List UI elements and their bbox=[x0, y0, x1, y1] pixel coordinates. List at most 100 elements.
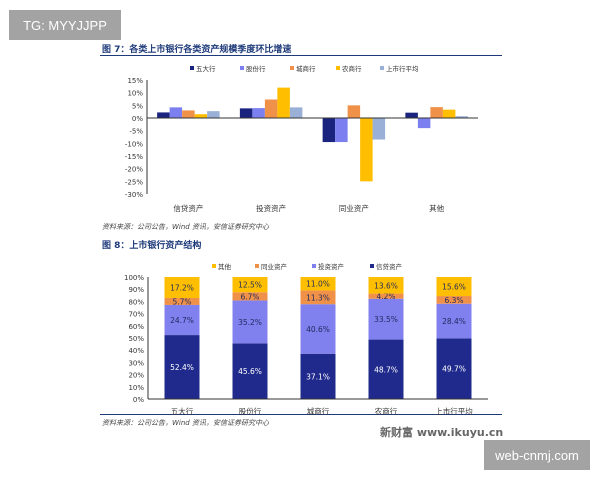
chart1-legend-swatch bbox=[336, 66, 340, 70]
figure8-title: 图 8：上市银行资产结构 bbox=[102, 241, 202, 251]
chart1-bar bbox=[252, 108, 265, 118]
chart2-y-tick-label: 100% bbox=[124, 274, 144, 282]
chart2-x-tick-label: 上市行平均 bbox=[435, 406, 473, 416]
chart1-y-tick-label: 15% bbox=[127, 77, 143, 85]
chart1-legend-label: 上市行平均 bbox=[386, 64, 419, 73]
chart1-legend-swatch bbox=[380, 66, 384, 70]
figure8-bottom-rule bbox=[100, 414, 502, 415]
chart2-data-label: 11.3% bbox=[306, 293, 330, 302]
chart2-bar-segment bbox=[368, 339, 404, 399]
chart2-bar-segment bbox=[232, 343, 268, 399]
chart1-bar bbox=[360, 118, 373, 182]
chart2-bar-segment bbox=[300, 290, 336, 305]
chart1-bar bbox=[182, 110, 195, 118]
chart2-data-label: 48.7% bbox=[374, 365, 398, 374]
chart2-y-tick-label: 20% bbox=[128, 372, 144, 380]
chart1-y-tick-label: -10% bbox=[125, 140, 143, 148]
chart2-data-label: 12.5% bbox=[238, 281, 262, 290]
chart2-bar-segment bbox=[164, 304, 200, 336]
chart2-y-tick-label: 60% bbox=[128, 323, 144, 331]
chart2-data-label: 33.5% bbox=[374, 315, 398, 324]
chart2-x-tick-label: 农商行 bbox=[375, 406, 398, 416]
chart1-y-tick-label: -30% bbox=[125, 191, 143, 199]
chart2-bar-segment bbox=[164, 277, 200, 298]
chart1-y-tick-label: 5% bbox=[132, 102, 143, 110]
chart2-y-tick-label: 90% bbox=[128, 286, 144, 294]
chart2-x-tick-label: 股份行 bbox=[239, 406, 262, 416]
chart2-data-label: 24.7% bbox=[170, 316, 194, 325]
chart2-bar-segment bbox=[300, 353, 336, 399]
chart1-bar bbox=[442, 109, 456, 118]
chart1-x-tick-label: 信贷资产 bbox=[173, 203, 203, 213]
chart2-data-label: 52.4% bbox=[170, 363, 194, 372]
chart1-bar bbox=[289, 107, 303, 118]
chart1-legend-label: 股份行 bbox=[246, 64, 266, 73]
chart1-bar bbox=[264, 99, 278, 118]
chart1-bar bbox=[417, 118, 431, 129]
chart2-y-tick-label: 10% bbox=[128, 384, 144, 392]
chart1-bar bbox=[347, 105, 361, 118]
chart2-y-tick-label: 80% bbox=[128, 298, 144, 306]
chart1-bar bbox=[455, 116, 468, 118]
chart2-data-label: 5.7% bbox=[172, 297, 191, 306]
chart2-data-label: 4.2% bbox=[376, 292, 395, 301]
chart2-bar-segment bbox=[436, 296, 472, 304]
figure8-source: 资料来源：公司公告，Wind 资讯，安信证券研究中心 bbox=[102, 419, 269, 427]
chart2-data-label: 40.6% bbox=[306, 325, 330, 334]
chart2-data-label: 28.4% bbox=[442, 317, 466, 326]
chart2-data-label: 35.2% bbox=[238, 318, 262, 327]
figure7-title-rule bbox=[100, 55, 502, 56]
chart1-bar bbox=[430, 107, 443, 118]
chart2-legend-label: 其他 bbox=[218, 262, 232, 271]
chart2-bar-segment bbox=[368, 298, 404, 340]
chart2-bar-segment bbox=[232, 277, 268, 293]
chart1-bar bbox=[372, 118, 386, 140]
figure7-title: 图 7：各类上市银行各类资产规模季度环比增速 bbox=[102, 45, 292, 55]
chart1-bar bbox=[157, 112, 170, 118]
chart2-y-tick-label: 30% bbox=[128, 359, 144, 367]
chart2-y-tick-label: 0% bbox=[133, 396, 144, 404]
chart2-legend-swatch bbox=[212, 264, 216, 268]
chart1-x-tick-label: 同业资产 bbox=[339, 203, 369, 213]
chart2-x-tick-label: 城商行 bbox=[307, 406, 330, 416]
chart2-y-tick-label: 50% bbox=[128, 335, 144, 343]
chart1-y-tick-label: -5% bbox=[129, 128, 143, 136]
chart2-bar-segment bbox=[436, 338, 472, 399]
chart1-legend-swatch bbox=[290, 66, 294, 70]
chart2-bar-segment bbox=[300, 277, 336, 291]
chart1-y-tick-label: -25% bbox=[125, 178, 143, 186]
chart2-y-tick-label: 70% bbox=[128, 311, 144, 319]
chart1-y-tick-label: 10% bbox=[127, 90, 143, 98]
chart1-legend-label: 五大行 bbox=[196, 64, 216, 73]
chart1-legend-swatch bbox=[240, 66, 244, 70]
chart2-data-label: 45.6% bbox=[238, 367, 262, 376]
chart2-bar-segment bbox=[436, 277, 472, 297]
chart2-bar-segment bbox=[300, 304, 336, 354]
chart2-legend-label: 同业资产 bbox=[261, 262, 288, 271]
chart1-bar bbox=[169, 107, 183, 118]
chart1-bar bbox=[239, 108, 253, 118]
chart1-legend-label: 城商行 bbox=[296, 64, 316, 73]
chart1-bar bbox=[405, 112, 418, 118]
chart1-x-tick-label: 其他 bbox=[429, 203, 444, 213]
chart2-data-label: 6.3% bbox=[444, 296, 463, 305]
overlay-tag-top-left: TG: MYYJJPP bbox=[9, 10, 121, 40]
chart2-data-label: 15.6% bbox=[442, 283, 466, 292]
chart1-y-tick-label: -15% bbox=[125, 153, 143, 161]
chart2-x-tick-label: 五大行 bbox=[171, 406, 194, 416]
figure7-source: 资料来源：公司公告，Wind 资讯，安信证券研究中心 bbox=[102, 223, 269, 231]
chart2-bar-segment bbox=[436, 303, 472, 339]
chart2-legend-swatch bbox=[312, 264, 316, 268]
chart2-bar-segment bbox=[232, 300, 268, 344]
chart1-bar bbox=[322, 118, 336, 143]
chart2-bar-segment bbox=[368, 293, 404, 299]
chart2-data-label: 6.7% bbox=[240, 292, 259, 301]
chart1-bar bbox=[277, 87, 290, 118]
chart2-bar-segment bbox=[164, 297, 200, 305]
chart1-bar bbox=[194, 114, 208, 118]
chart2-legend-swatch bbox=[370, 264, 374, 268]
chart1-y-tick-label: 0% bbox=[132, 115, 143, 123]
chart2-data-label: 17.2% bbox=[170, 283, 194, 292]
chart2-legend-label: 信贷资产 bbox=[376, 262, 403, 271]
